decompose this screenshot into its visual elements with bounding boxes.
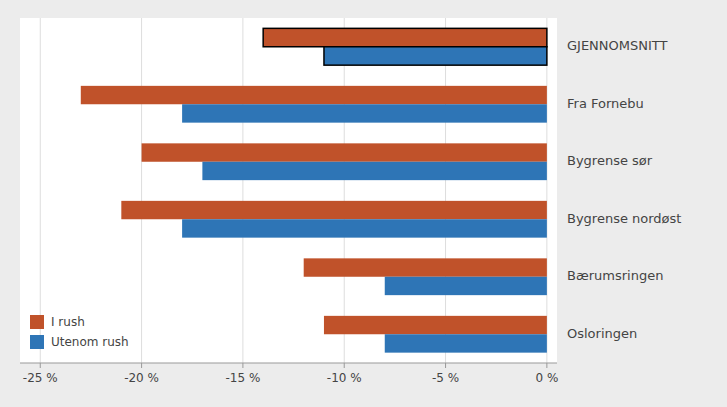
bar: [81, 86, 547, 104]
bar: [142, 143, 547, 161]
tick-label: -5 %: [432, 371, 459, 385]
legend-swatch: [30, 315, 44, 329]
bar: [324, 47, 547, 65]
bars: [81, 28, 547, 352]
legend-label: Utenom rush: [51, 335, 129, 349]
category-label: Bærumsringen: [567, 268, 663, 283]
bar: [385, 334, 547, 352]
bar: [385, 277, 547, 295]
grid-line: [546, 18, 547, 363]
tick-label: -15 %: [225, 371, 260, 385]
tick-label: 0 %: [535, 371, 558, 385]
category-label: Bygrense nordøst: [567, 211, 681, 226]
grid: [40, 18, 547, 363]
category-label: Osloringen: [567, 326, 637, 341]
bar: [324, 316, 547, 334]
bar: [121, 201, 547, 219]
grid-line: [141, 18, 142, 363]
tick-mark: [445, 363, 446, 368]
chart: -25 % -20 % -15 % -10 % -5 % 0 % GJENNOMSNITT F…: [0, 0, 727, 407]
tick-mark: [546, 363, 547, 368]
grid-line: [40, 18, 41, 363]
grid-line: [344, 18, 345, 363]
tick-mark: [40, 363, 41, 368]
tick-mark: [141, 363, 142, 368]
bar: [182, 219, 547, 237]
bar: [263, 28, 547, 46]
legend: I rush Utenom rush: [30, 315, 129, 350]
category-labels: GJENNOMSNITT Fra Fornebu Bygrense sør Bygre…: [567, 38, 681, 341]
grid-line: [242, 18, 243, 363]
tick-label: -10 %: [327, 371, 362, 385]
background: [0, 0, 727, 407]
category-label: GJENNOMSNITT: [567, 38, 668, 53]
tick-mark: [344, 363, 345, 368]
category-label: Bygrense sør: [567, 153, 653, 168]
tick-label: -25 %: [23, 371, 58, 385]
legend-label: I rush: [51, 315, 85, 329]
bar: [182, 104, 547, 122]
tick-mark: [242, 363, 243, 368]
grid-line: [445, 18, 446, 363]
plot-area: [20, 18, 557, 363]
x-axis: -25 % -20 % -15 % -10 % -5 % 0 %: [20, 363, 558, 385]
category-label: Fra Fornebu: [567, 96, 644, 111]
tick-label: -20 %: [124, 371, 159, 385]
bar: [304, 258, 547, 276]
axis-line: [20, 363, 557, 364]
bar: [202, 162, 546, 180]
legend-swatch: [30, 335, 44, 349]
